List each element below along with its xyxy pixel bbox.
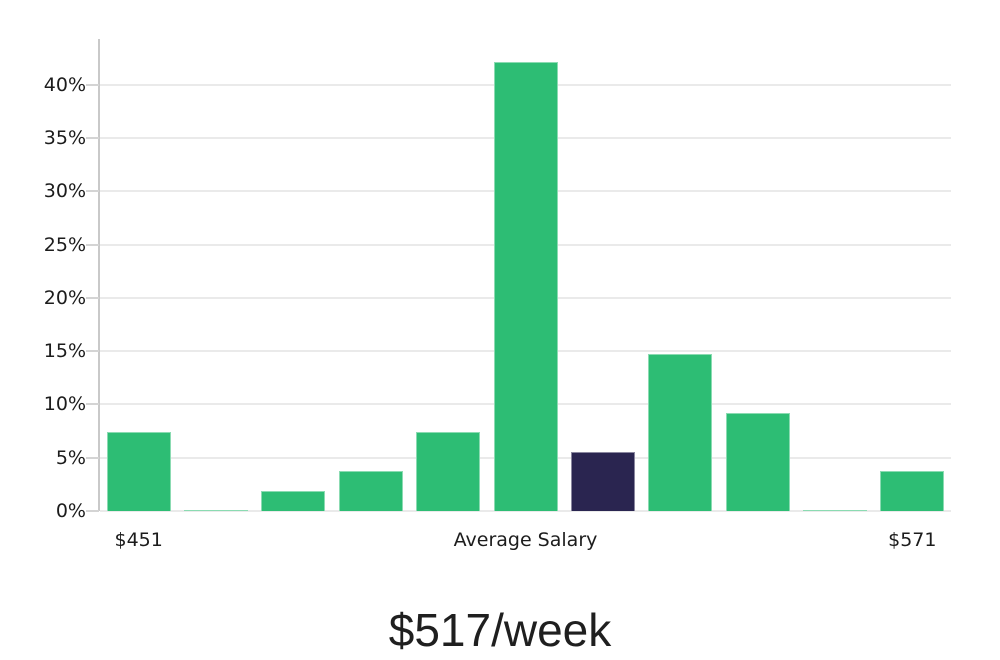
gridline-0% (100, 510, 951, 512)
y-tick-label-30%: 30% (43, 180, 86, 203)
bar (880, 470, 945, 511)
chart-title-average-weekly-salary: $517/week (388, 604, 612, 656)
y-tick-mark-10% (86, 403, 99, 406)
bar (648, 354, 713, 511)
bar (338, 470, 403, 511)
y-tick-label-35%: 35% (43, 127, 86, 150)
y-tick-label-20%: 20% (43, 286, 86, 309)
y-tick-mark-25% (86, 243, 99, 246)
y-axis-line (98, 39, 100, 511)
y-tick-mark-30% (86, 190, 99, 193)
y-tick-label-0%: 0% (55, 500, 86, 522)
bar (493, 62, 558, 511)
y-tick-mark-5% (86, 456, 99, 459)
y-tick-label-5%: 5% (55, 446, 86, 469)
x-axis-label-max-salary: $571 (888, 529, 937, 551)
bar (106, 432, 171, 511)
y-tick-mark-20% (86, 296, 99, 299)
x-axis-label-average-salary: Average Salary (453, 529, 598, 551)
bar (184, 509, 249, 511)
bar (416, 432, 481, 511)
y-tick-label-40%: 40% (43, 73, 86, 96)
y-tick-mark-15% (86, 350, 99, 353)
bar (261, 490, 326, 511)
bar-average-salary-highlight (570, 452, 635, 511)
bar (725, 412, 790, 511)
x-axis-label-min-salary: $451 (114, 529, 163, 551)
y-tick-label-25%: 25% (43, 233, 86, 256)
bar (802, 509, 867, 511)
y-tick-mark-35% (86, 137, 99, 140)
y-tick-mark-40% (86, 83, 99, 86)
plot-area (98, 39, 951, 512)
y-tick-label-15%: 15% (43, 340, 86, 363)
y-tick-label-10%: 10% (43, 393, 86, 416)
y-tick-mark-0% (86, 510, 99, 512)
